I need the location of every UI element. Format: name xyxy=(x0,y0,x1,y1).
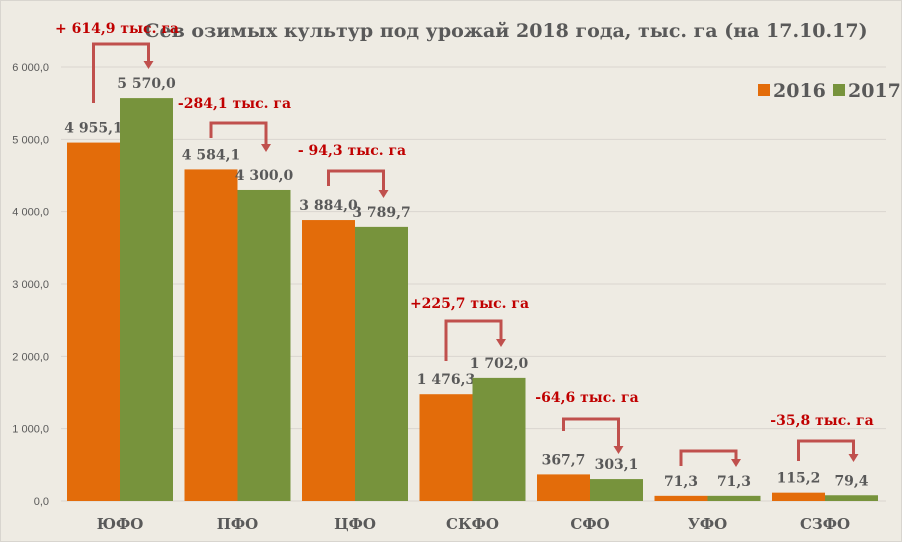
y-tick-label: 1 000,0 xyxy=(12,424,49,436)
change-annotation: -35,8 тыс. га xyxy=(770,413,873,429)
y-tick-label: 0,0 xyxy=(34,496,49,508)
chart-title: Сев озимых культур под урожай 2018 года,… xyxy=(144,20,867,42)
bar-2017 xyxy=(355,226,408,502)
change-bracket xyxy=(797,439,855,461)
arrow-head-icon xyxy=(261,144,271,152)
x-tick-label: СЗФО xyxy=(800,515,850,533)
x-tick-label: ЦФО xyxy=(334,515,376,533)
bar-2017 xyxy=(590,479,643,501)
data-label: 367,7 xyxy=(542,452,586,468)
x-tick-label: СФО xyxy=(570,515,609,533)
bar-2016 xyxy=(537,474,590,501)
data-label: 4 300,0 xyxy=(235,168,294,184)
bar-2017 xyxy=(472,377,526,501)
arrow-head-icon xyxy=(496,339,506,347)
change-annotation: + 614,9 тыс. га xyxy=(55,21,179,37)
legend-label: 2016 xyxy=(773,80,826,102)
data-label: 303,1 xyxy=(595,457,639,473)
data-label: 4 584,1 xyxy=(182,147,240,163)
data-label: 71,3 xyxy=(664,474,698,490)
y-tick-label: 2 000,0 xyxy=(12,351,49,363)
change-bracket xyxy=(209,121,268,145)
y-tick-label: 5 000,0 xyxy=(12,134,49,146)
bar-2017 xyxy=(707,495,761,501)
change-annotation: -284,1 тыс. га xyxy=(178,96,291,112)
change-bracket xyxy=(679,449,738,466)
x-tick-label: УФО xyxy=(688,515,727,533)
data-label: 5 570,0 xyxy=(117,76,176,92)
bar-2016 xyxy=(184,169,238,502)
y-tick-label: 3 000,0 xyxy=(12,279,49,291)
legend-swatch-2017 xyxy=(833,84,845,96)
bar-2017 xyxy=(825,495,878,501)
x-tick-label: ПФО xyxy=(217,515,258,533)
bar-2017 xyxy=(237,189,291,501)
change-bracket xyxy=(92,42,150,103)
bar-2016 xyxy=(67,142,120,501)
x-tick-label: СКФО xyxy=(446,515,499,533)
data-label: 115,2 xyxy=(777,471,821,487)
data-label: 79,4 xyxy=(834,473,868,489)
y-tick-label: 4 000,0 xyxy=(12,207,49,219)
arrow-head-icon xyxy=(613,446,624,454)
data-label: 71,3 xyxy=(717,474,751,490)
change-bracket xyxy=(562,417,620,447)
data-label: 1 702,0 xyxy=(470,356,529,372)
bar-2016 xyxy=(302,220,355,502)
change-bracket xyxy=(327,169,385,191)
legend-label: 2017 xyxy=(848,80,901,102)
arrow-head-icon xyxy=(143,61,154,69)
change-annotation: - 94,3 тыс. га xyxy=(298,143,406,159)
bar-2016 xyxy=(654,495,708,501)
data-label: 3 884,0 xyxy=(299,198,358,214)
legend-swatch-2016 xyxy=(758,84,770,96)
data-label: 3 789,7 xyxy=(352,205,410,221)
arrow-head-icon xyxy=(378,190,389,198)
arrow-head-icon xyxy=(731,459,741,467)
bar-2016 xyxy=(419,394,473,501)
x-tick-label: ЮФО xyxy=(97,515,144,533)
data-label: 4 955,1 xyxy=(64,121,122,137)
change-annotation: +225,7 тыс. га xyxy=(410,296,529,312)
arrow-head-icon xyxy=(848,454,859,462)
y-tick-label: 6 000,0 xyxy=(12,62,49,74)
bar-2017 xyxy=(120,98,173,501)
change-bracket xyxy=(444,319,503,361)
data-label: 1 476,3 xyxy=(417,372,475,388)
change-annotation: -64,6 тыс. га xyxy=(535,390,638,406)
bar-2016 xyxy=(772,492,825,501)
